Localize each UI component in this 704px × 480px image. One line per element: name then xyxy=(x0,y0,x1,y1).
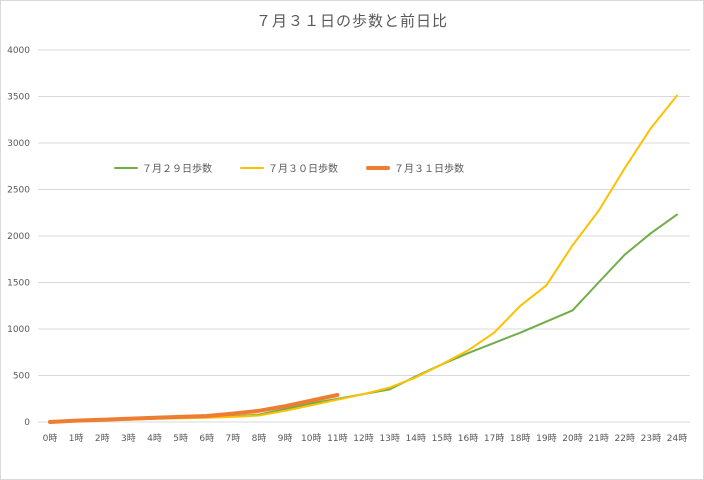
legend: ７月２９日歩数 ７月３０日歩数 ７月３１日歩数 xyxy=(0,160,704,176)
series-line-1 xyxy=(49,94,678,423)
y-tick-label: 3500 xyxy=(7,93,30,103)
x-tick-label: 6時 xyxy=(199,433,214,444)
x-tick-label: 3時 xyxy=(121,433,136,444)
x-tick-label: 1時 xyxy=(69,433,84,444)
y-tick-label: 500 xyxy=(13,372,30,382)
x-tick-label: 4時 xyxy=(147,433,162,444)
legend-swatch-yellow xyxy=(240,166,264,169)
x-tick-label: 8時 xyxy=(252,433,267,444)
x-tick-label: 22時 xyxy=(615,433,635,444)
x-tick-label: 10時 xyxy=(301,433,321,444)
legend-swatch-green xyxy=(114,166,138,169)
x-tick-label: 13時 xyxy=(379,433,399,444)
legend-label-0731: ７月３１日歩数 xyxy=(394,164,464,175)
x-tick-label: 7時 xyxy=(226,433,241,444)
legend-label-0729: ７月２９日歩数 xyxy=(142,164,212,175)
x-tick-label: 12時 xyxy=(353,433,373,444)
legend-item-0730: ７月３０日歩数 xyxy=(240,160,338,175)
x-tick-label: 21時 xyxy=(588,433,608,444)
y-tick-label: 1000 xyxy=(7,325,30,335)
y-tick-label: 2000 xyxy=(7,232,30,242)
x-tick-label: 0時 xyxy=(43,433,58,444)
series-line-2 xyxy=(48,393,340,424)
legend-label-0730: ７月３０日歩数 xyxy=(268,164,338,175)
y-tick-label: 2500 xyxy=(7,186,30,196)
legend-item-0729: ７月２９日歩数 xyxy=(114,160,212,175)
x-tick-label: 15時 xyxy=(432,433,452,444)
x-tick-label: 24時 xyxy=(667,433,687,444)
x-tick-label: 23時 xyxy=(641,433,661,444)
x-tick-label: 14時 xyxy=(406,433,426,444)
chart-title: ７月３１日の歩数と前日比 xyxy=(255,12,448,30)
x-tick-label: 11時 xyxy=(327,433,347,444)
y-tick-label: 0 xyxy=(24,418,30,428)
x-tick-label: 2時 xyxy=(95,433,110,444)
y-tick-label: 4000 xyxy=(7,46,30,56)
x-tick-label: 20時 xyxy=(562,433,582,444)
y-tick-label: 3000 xyxy=(7,139,30,149)
legend-item-0731: ７月３１日歩数 xyxy=(366,160,464,175)
x-tick-label: 16時 xyxy=(458,433,478,444)
x-tick-label: 17時 xyxy=(484,433,504,444)
y-tick-label: 1500 xyxy=(7,279,30,289)
x-tick-label: 5時 xyxy=(173,433,188,444)
x-tick-label: 9時 xyxy=(278,433,293,444)
x-tick-label: 19時 xyxy=(536,433,556,444)
legend-swatch-orange xyxy=(366,165,390,170)
series-line-0 xyxy=(49,213,678,423)
x-tick-label: 18時 xyxy=(510,433,530,444)
